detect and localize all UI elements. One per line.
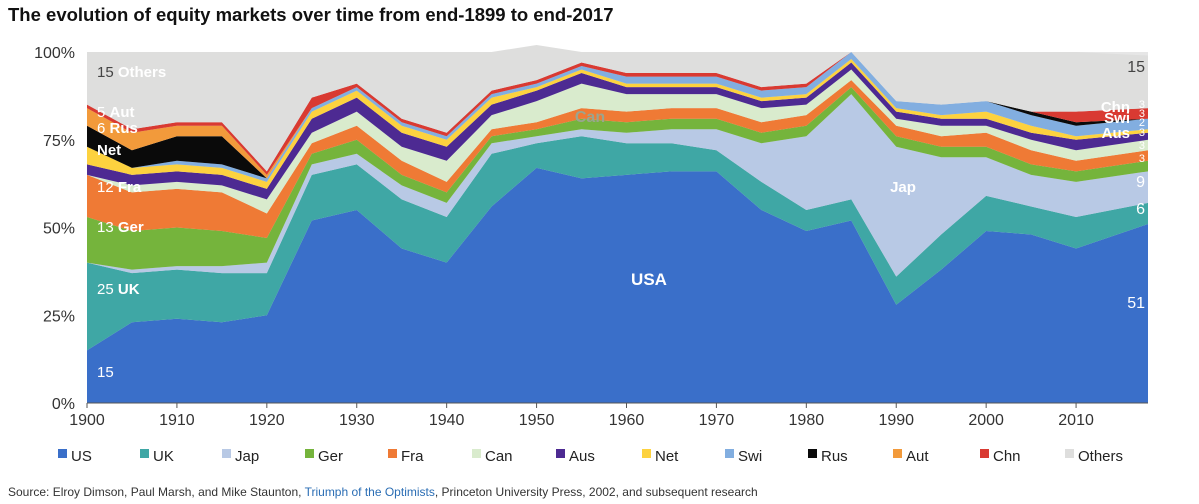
- source-prefix: Source: Elroy Dimson, Paul Marsh, and Mi…: [8, 485, 305, 499]
- legend-swatch-aus: [556, 449, 565, 458]
- end-value-label: 3: [1139, 140, 1145, 152]
- x-tick-label: 1960: [609, 412, 645, 429]
- x-tick-label: 2000: [968, 412, 1004, 429]
- legend-label-aus: Aus: [569, 448, 595, 465]
- x-tick-label: 1930: [339, 412, 375, 429]
- start-label-aut: 5 Aut: [97, 104, 135, 121]
- end-value-label: 3: [1139, 153, 1145, 165]
- source-note: Source: Elroy Dimson, Paul Marsh, and Mi…: [8, 485, 758, 499]
- legend-label-swi: Swi: [738, 448, 762, 465]
- legend-swatch-uk: [140, 449, 149, 458]
- end-value-label: 3: [1139, 99, 1145, 111]
- legend-label-rus: Rus: [821, 448, 848, 465]
- x-tick-label: 1950: [519, 412, 555, 429]
- inline-label-jap: Jap: [890, 179, 916, 196]
- legend-label-aut: Aut: [906, 448, 929, 465]
- x-tick-label: 2010: [1058, 412, 1094, 429]
- area-layers: [87, 44, 1148, 403]
- y-tick-label: 25%: [43, 308, 75, 325]
- legend-swatch-ger: [305, 449, 314, 458]
- x-tick-label: 1910: [159, 412, 195, 429]
- legend-label-uk: UK: [153, 448, 174, 465]
- start-label-net: Net: [97, 142, 121, 159]
- start-label-fra: 12 Fra: [97, 179, 142, 196]
- end-label-chn: Chn: [1101, 99, 1130, 116]
- x-tick-label: 1980: [789, 412, 825, 429]
- inline-label-usa: USA: [631, 270, 667, 289]
- area-uk: [87, 136, 1148, 351]
- legend-swatch-can: [472, 449, 481, 458]
- x-tick-label: 1940: [429, 412, 465, 429]
- y-tick-label: 100%: [34, 45, 75, 62]
- start-label-ger: 13 Ger: [97, 219, 144, 236]
- y-tick-label: 0%: [52, 396, 75, 413]
- legend-label-net: Net: [655, 448, 679, 465]
- start-label-us: 15: [97, 364, 114, 381]
- x-tick-label: 1920: [249, 412, 285, 429]
- legend-label-jap: Jap: [235, 448, 259, 465]
- legend-swatch-us: [58, 449, 67, 458]
- legend-swatch-swi: [725, 449, 734, 458]
- area-swi: [87, 52, 1148, 182]
- legend-swatch-others: [1065, 449, 1074, 458]
- end-value-label: 3: [1139, 108, 1145, 120]
- legend-swatch-jap: [222, 449, 231, 458]
- start-label-uk: 25 UK: [97, 281, 140, 298]
- end-value-label: 2: [1139, 117, 1145, 129]
- area-fra: [87, 80, 1148, 239]
- x-tick-label: 1990: [878, 412, 914, 429]
- area-jap: [87, 94, 1148, 277]
- legend-swatch-net: [642, 449, 651, 458]
- start-label-rus: 6 Rus: [97, 120, 138, 137]
- source-book-link[interactable]: Triumph of the Optimists: [304, 485, 435, 499]
- end-value-label: 3: [1139, 127, 1145, 139]
- y-tick-label: 50%: [43, 221, 75, 238]
- legend-swatch-aut: [893, 449, 902, 458]
- legend-swatch-rus: [808, 449, 817, 458]
- legend-swatch-fra: [388, 449, 397, 458]
- end-value-label: 9: [1136, 174, 1145, 191]
- end-label-aus: Aus: [1102, 125, 1130, 142]
- legend: US UK Jap Ger Fra Can Aus Net Swi Rus Aut Chn Others: [58, 448, 1123, 465]
- x-tick-label: 1900: [69, 412, 105, 429]
- inline-label-can: Can: [575, 109, 605, 126]
- axes: 1900 1910 1920 1930 1940 1950 1960 1970 1980 1990…: [34, 45, 1148, 429]
- legend-label-chn: Chn: [993, 448, 1021, 465]
- legend-label-ger: Ger: [318, 448, 343, 465]
- legend-label-others: Others: [1078, 448, 1123, 465]
- end-value-label: 51: [1127, 295, 1145, 312]
- legend-label-us: US: [71, 448, 92, 465]
- legend-label-can: Can: [485, 448, 513, 465]
- area-us: [87, 167, 1148, 403]
- y-tick-label: 75%: [43, 133, 75, 150]
- legend-label-fra: Fra: [401, 448, 424, 465]
- end-value-label: 15: [1127, 59, 1145, 76]
- area-aus: [87, 62, 1148, 200]
- start-label-others: 15 Others: [97, 64, 166, 81]
- x-tick-label: 1970: [699, 412, 735, 429]
- legend-swatch-chn: [980, 449, 989, 458]
- source-suffix: , Princeton University Press, 2002, and …: [434, 485, 758, 499]
- end-value-label: 6: [1136, 201, 1145, 218]
- chart-title: The evolution of equity markets over tim…: [8, 4, 614, 25]
- area-can: [87, 69, 1148, 214]
- area-others: [87, 44, 1148, 172]
- end-label-swi: Swi: [1104, 110, 1130, 127]
- area-ger: [87, 87, 1148, 270]
